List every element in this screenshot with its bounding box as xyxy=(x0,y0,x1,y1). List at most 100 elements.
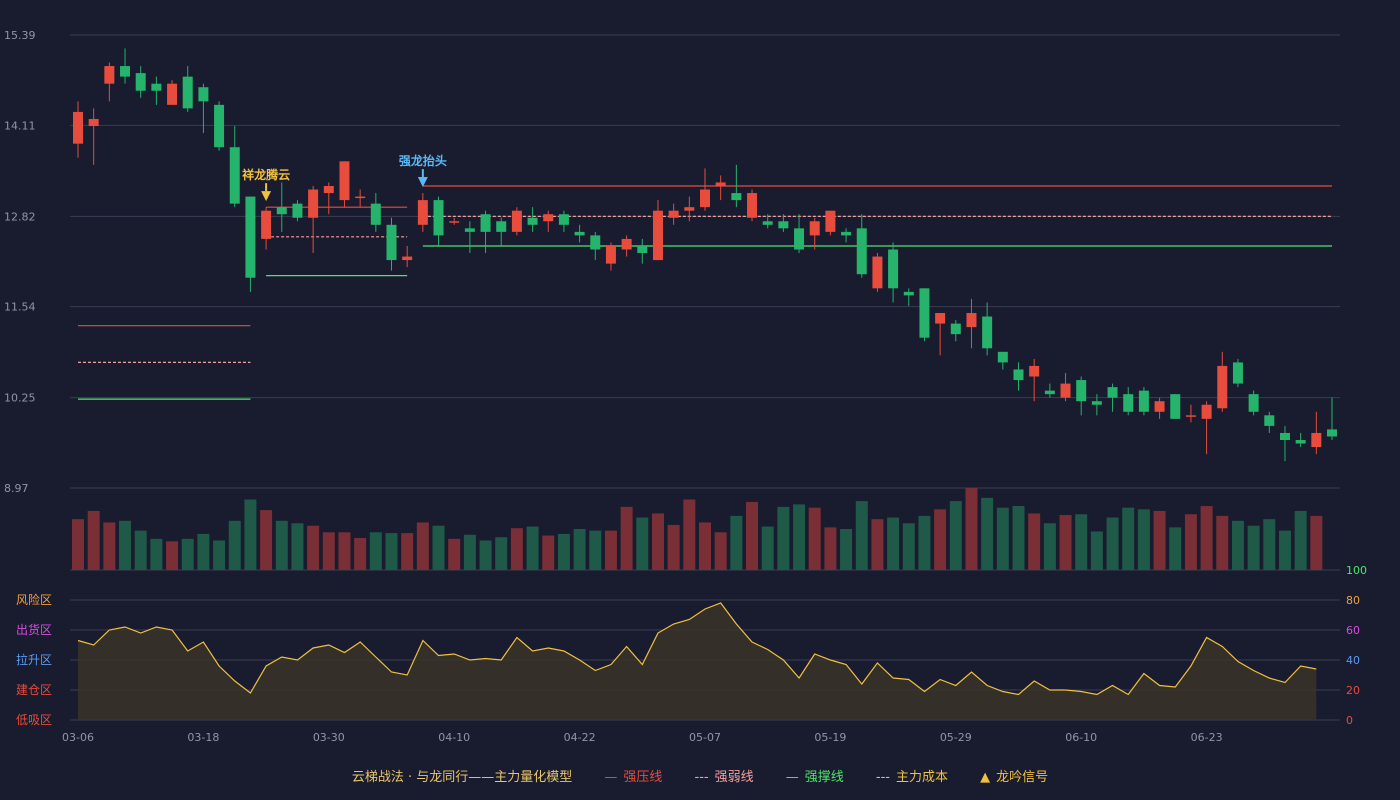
x-tick-label: 04-10 xyxy=(438,731,470,744)
volume-bar xyxy=(150,538,163,570)
volume-bar xyxy=(72,519,84,570)
volume-bar xyxy=(1090,531,1103,570)
volume-bar xyxy=(1122,507,1135,570)
candle-body xyxy=(637,245,648,254)
volume-bar xyxy=(1231,520,1244,570)
volume-bar xyxy=(260,510,273,570)
candle-body xyxy=(794,228,805,250)
volume-bar xyxy=(965,488,978,570)
candle-body xyxy=(872,256,883,289)
candle-body xyxy=(856,228,867,275)
volume-bar xyxy=(557,533,570,570)
volume-bar xyxy=(354,538,367,570)
candle-body xyxy=(464,228,475,232)
candle-body xyxy=(825,210,836,232)
volume-bar xyxy=(291,523,304,570)
signal-label: 强龙抬头 xyxy=(399,153,447,168)
volume-bar xyxy=(730,515,743,570)
volume-bar xyxy=(416,522,429,570)
candle-body xyxy=(1138,390,1149,412)
legend-label-qiangruo: 强弱线 xyxy=(714,770,754,785)
volume-bar xyxy=(1310,515,1323,570)
candle-body xyxy=(1248,394,1259,412)
candle-body xyxy=(652,210,663,261)
candle-body xyxy=(747,193,758,218)
candle-body xyxy=(449,221,460,223)
volume-bar xyxy=(714,532,727,570)
legend-symbol-longyin: ▲ xyxy=(980,770,991,785)
candle-body xyxy=(809,221,820,236)
legend-item-qiangruo: --- 强弱线 xyxy=(695,766,754,785)
volume-bar xyxy=(213,540,226,570)
volume-bar xyxy=(1106,517,1119,570)
volume-bar xyxy=(589,530,602,570)
x-tick-label: 03-06 xyxy=(62,731,94,744)
legend-label-qiangcheng: 强撑线 xyxy=(804,770,844,785)
volume-bar xyxy=(510,528,523,570)
volume-bar xyxy=(651,513,664,570)
volume-bar xyxy=(338,532,351,570)
candle-body xyxy=(261,210,272,239)
zone-label: 建仓区 xyxy=(16,683,52,697)
indicator-tick-label: 40 xyxy=(1346,654,1360,667)
candle-body xyxy=(73,111,83,144)
volume-bar xyxy=(1137,509,1150,570)
candle-body xyxy=(292,203,303,218)
candle-body xyxy=(997,351,1008,363)
volume-bar xyxy=(307,525,320,570)
volume-bar xyxy=(119,520,132,570)
indicator-tick-label: 60 xyxy=(1346,624,1360,637)
volume-bar xyxy=(479,540,492,570)
candle-body xyxy=(276,207,287,215)
volume-bar xyxy=(604,530,617,570)
candle-body xyxy=(605,245,616,264)
x-tick-label: 03-18 xyxy=(187,731,219,744)
volume-bar xyxy=(369,532,382,570)
x-tick-label: 06-10 xyxy=(1065,731,1097,744)
candle-body xyxy=(229,147,240,204)
candle-body xyxy=(935,313,946,324)
candle-body xyxy=(684,207,695,211)
candle-body xyxy=(370,203,381,225)
volume-bar xyxy=(432,525,445,570)
candle-body xyxy=(1107,387,1118,398)
candle-body xyxy=(88,118,99,127)
price-tick-label: 12.82 xyxy=(4,210,36,223)
volume-bar xyxy=(793,504,806,570)
volume-bar xyxy=(667,524,680,570)
candle-body xyxy=(1311,432,1322,448)
candle-body xyxy=(1201,404,1212,419)
volume-bar xyxy=(620,506,633,570)
volume-bar xyxy=(683,499,696,570)
volume-bar xyxy=(887,517,900,570)
volume-bar xyxy=(1278,530,1291,570)
candle-body xyxy=(1264,415,1275,426)
candle-body xyxy=(104,66,115,84)
candle-body xyxy=(198,87,209,102)
volume-bar xyxy=(996,507,1009,570)
price-tick-label: 15.39 xyxy=(4,29,36,42)
volume-bar xyxy=(1059,515,1072,570)
candle-body xyxy=(167,83,178,105)
legend-label-longyin: 龙吟信号 xyxy=(996,770,1049,785)
x-tick-label: 05-29 xyxy=(940,731,972,744)
x-tick-label: 06-23 xyxy=(1191,731,1223,744)
legend-label-qiangya: 强压线 xyxy=(623,770,663,785)
legend-symbol-qiangcheng: — xyxy=(785,770,799,785)
candle-body xyxy=(386,224,397,261)
candle-body xyxy=(245,196,256,278)
signal-arrow xyxy=(417,177,428,188)
volume-bar xyxy=(824,527,837,570)
volume-bar xyxy=(228,520,241,570)
volume-bar xyxy=(275,520,288,570)
volume-bar xyxy=(761,526,774,570)
volume-bar xyxy=(1028,513,1041,570)
candle-body xyxy=(574,231,585,236)
volume-bar xyxy=(699,522,711,570)
volume-bar xyxy=(1075,514,1088,570)
candle-body xyxy=(1076,380,1087,402)
volume-bar xyxy=(448,538,461,570)
candle-body xyxy=(668,210,679,218)
candle-body xyxy=(433,200,444,236)
volume-bar xyxy=(871,519,884,570)
